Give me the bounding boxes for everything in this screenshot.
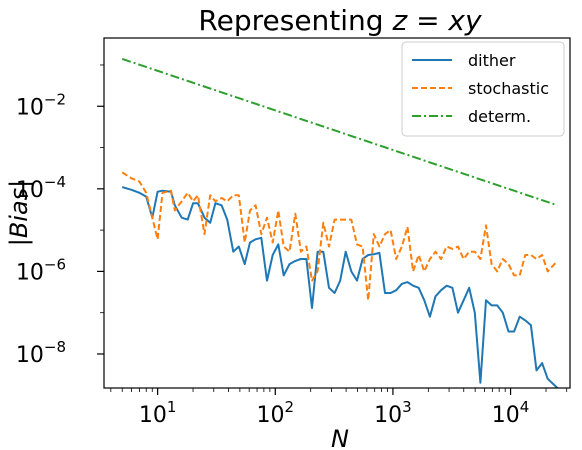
axes-ticks: 101 102 103 104 10−2 10−4 10−6 10−8 xyxy=(16,64,568,428)
x-axis-label: N xyxy=(331,425,349,450)
y-tick-label: 10−2 xyxy=(16,90,66,120)
series-line-determ xyxy=(121,57,558,207)
legend: dither stochastic determ. xyxy=(401,41,565,137)
x-tick-label: 102 xyxy=(257,398,295,428)
x-tick-label: 101 xyxy=(139,398,177,428)
series-layer xyxy=(121,57,559,389)
legend-label: dither xyxy=(468,51,516,70)
y-tick-label: 10−8 xyxy=(16,338,66,368)
y-tick-label: 10−4 xyxy=(16,173,66,203)
series-line-dither xyxy=(121,186,559,389)
plot-frame xyxy=(103,37,571,389)
y-axis-label: |Bias| xyxy=(5,180,33,247)
x-tick-label: 104 xyxy=(492,398,530,428)
x-tick-label: 103 xyxy=(374,398,412,428)
legend-label: stochastic xyxy=(468,79,549,98)
series-line-stochastic xyxy=(121,171,559,302)
legend-box xyxy=(401,41,565,137)
y-tick-label: 10−6 xyxy=(16,255,66,285)
chart-title: Representing z = xy xyxy=(198,4,482,37)
legend-label: determ. xyxy=(468,107,531,126)
